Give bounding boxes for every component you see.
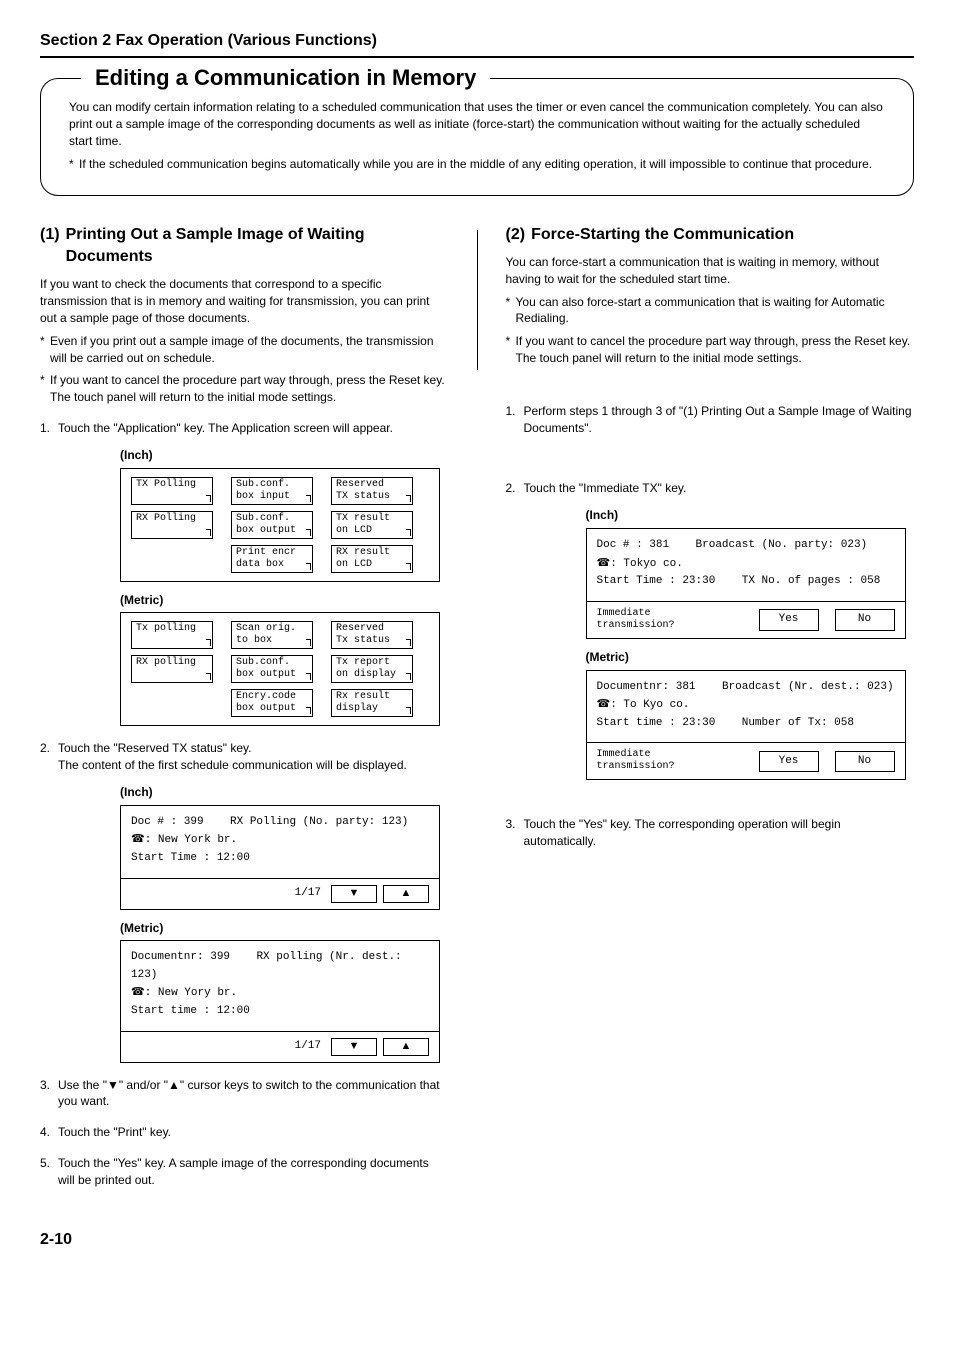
lcd-inch-info: Doc # : 399 RX Polling (No. party: 123) … <box>120 805 440 910</box>
yes-button[interactable]: Yes <box>759 751 819 773</box>
lcd-btn[interactable]: Sub.conf. box output <box>231 655 313 683</box>
left-step1: 1. Touch the "Application" key. The Appl… <box>40 420 449 437</box>
left-col: (1) Printing Out a Sample Image of Waiti… <box>40 224 449 1189</box>
no-button[interactable]: No <box>835 751 895 773</box>
right-step2: 2. Touch the "Immediate TX" key. <box>506 480 915 497</box>
right-note1: * You can also force-start a communicati… <box>506 294 915 328</box>
metric-label-2: (Metric) <box>120 920 449 937</box>
left-note1: * Even if you print out a sample image o… <box>40 333 449 367</box>
left-step2: 2. Touch the "Reserved TX status" key. T… <box>40 740 449 774</box>
right-heading-text: Force-Starting the Communication <box>531 224 794 246</box>
lcd-btn[interactable]: Encry.code box output <box>231 689 313 717</box>
metric-label-r: (Metric) <box>586 649 915 666</box>
memo-note: * If the scheduled communication begins … <box>69 156 885 173</box>
lcd-btn[interactable]: Tx polling <box>131 621 213 649</box>
inch-label-r: (Inch) <box>586 507 915 524</box>
phone-icon <box>597 558 611 570</box>
lcd-metric-menu: Tx polling Scan orig. to box Reserved Tx… <box>120 612 440 726</box>
right-col: (2) Force-Starting the Communication You… <box>506 224 915 1189</box>
lcd-btn[interactable]: Sub.conf. box output <box>231 511 313 539</box>
memo-box: Editing a Communication in Memory You ca… <box>40 78 914 195</box>
right-step1: 1. Perform steps 1 through 3 of "(1) Pri… <box>506 403 915 437</box>
lcd-btn[interactable]: Print encr data box <box>231 545 313 573</box>
columns: (1) Printing Out a Sample Image of Waiti… <box>40 224 914 1189</box>
right-heading-num: (2) <box>506 224 526 246</box>
section-header: Section 2 Fax Operation (Various Functio… <box>40 30 914 58</box>
lcd-btn[interactable]: TX Polling <box>131 477 213 505</box>
lcd-btn[interactable]: Tx report on display <box>331 655 413 683</box>
pager-label: 1/17 <box>295 1038 321 1056</box>
left-note2: * If you want to cancel the procedure pa… <box>40 372 449 406</box>
left-step4: 4. Touch the "Print" key. <box>40 1124 449 1141</box>
up-button[interactable]: ▲ <box>383 1038 429 1056</box>
lcd-btn[interactable]: RX result on LCD <box>331 545 413 573</box>
lcd-btn[interactable]: Scan orig. to box <box>231 621 313 649</box>
right-step3: 3. Touch the "Yes" key. The correspondin… <box>506 816 915 850</box>
pager-label: 1/17 <box>295 885 321 903</box>
right-intro: You can force-start a communication that… <box>506 254 915 288</box>
lcd-inch-menu: TX Polling Sub.conf. box input Reserved … <box>120 468 440 582</box>
confirm-question: Immediate transmission? <box>597 749 697 773</box>
lcd-metric-info: Documentnr: 399 RX polling (Nr. dest.: 1… <box>120 940 440 1062</box>
memo-note-text: If the scheduled communication begins au… <box>79 156 872 173</box>
phone-icon <box>597 699 611 711</box>
lcd-btn[interactable]: Reserved Tx status <box>331 621 413 649</box>
left-step5: 5. Touch the "Yes" key. A sample image o… <box>40 1155 449 1189</box>
up-button[interactable]: ▲ <box>383 885 429 903</box>
memo-body: You can modify certain information relat… <box>69 99 885 172</box>
metric-label-1: (Metric) <box>120 592 449 609</box>
note-star: * <box>69 156 79 173</box>
left-heading: (1) Printing Out a Sample Image of Waiti… <box>40 224 449 269</box>
down-button[interactable]: ▼ <box>331 1038 377 1056</box>
lcd-inch-confirm: Doc # : 381 Broadcast (No. party: 023) :… <box>586 528 906 639</box>
down-button[interactable]: ▼ <box>331 885 377 903</box>
lcd-btn[interactable]: Rx result display <box>331 689 413 717</box>
left-heading-num: (1) <box>40 224 60 269</box>
yes-button[interactable]: Yes <box>759 609 819 631</box>
lcd-metric-confirm: Documentnr: 381 Broadcast (Nr. dest.: 02… <box>586 670 906 781</box>
lcd-btn[interactable]: Sub.conf. box input <box>231 477 313 505</box>
phone-icon <box>131 834 145 846</box>
lcd-btn[interactable]: TX result on LCD <box>331 511 413 539</box>
left-step3: 3. Use the "▼" and/or "▲" cursor keys to… <box>40 1077 449 1111</box>
phone-icon <box>131 987 145 999</box>
lcd-btn[interactable]: Reserved TX status <box>331 477 413 505</box>
left-intro: If you want to check the documents that … <box>40 276 449 326</box>
no-button[interactable]: No <box>835 609 895 631</box>
memo-p1: You can modify certain information relat… <box>69 99 885 149</box>
inch-label-2: (Inch) <box>120 784 449 801</box>
memo-title: Editing a Communication in Memory <box>81 63 490 94</box>
page-number: 2-10 <box>40 1229 914 1251</box>
lcd-btn[interactable]: RX polling <box>131 655 213 683</box>
lcd-btn[interactable]: RX Polling <box>131 511 213 539</box>
right-heading: (2) Force-Starting the Communication <box>506 224 915 246</box>
column-divider <box>477 230 478 370</box>
inch-label-1: (Inch) <box>120 447 449 464</box>
left-heading-text: Printing Out a Sample Image of Waiting D… <box>66 224 449 269</box>
right-note2: * If you want to cancel the procedure pa… <box>506 333 915 367</box>
confirm-question: Immediate transmission? <box>597 608 697 632</box>
